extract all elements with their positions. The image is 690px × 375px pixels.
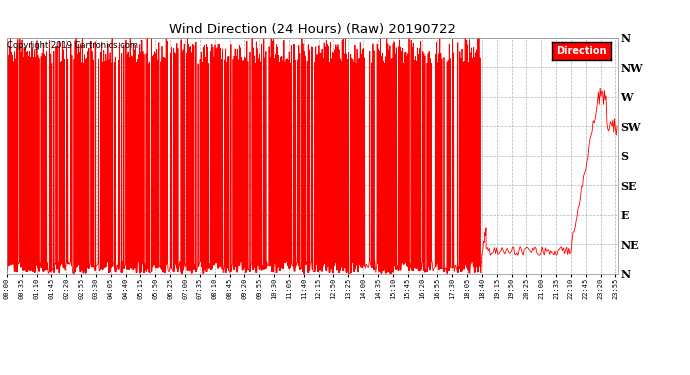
Title: Wind Direction (24 Hours) (Raw) 20190722: Wind Direction (24 Hours) (Raw) 20190722 <box>169 23 455 36</box>
Text: Copyright 2019 Cartronics.com: Copyright 2019 Cartronics.com <box>7 41 138 50</box>
Text: Direction: Direction <box>556 46 607 56</box>
